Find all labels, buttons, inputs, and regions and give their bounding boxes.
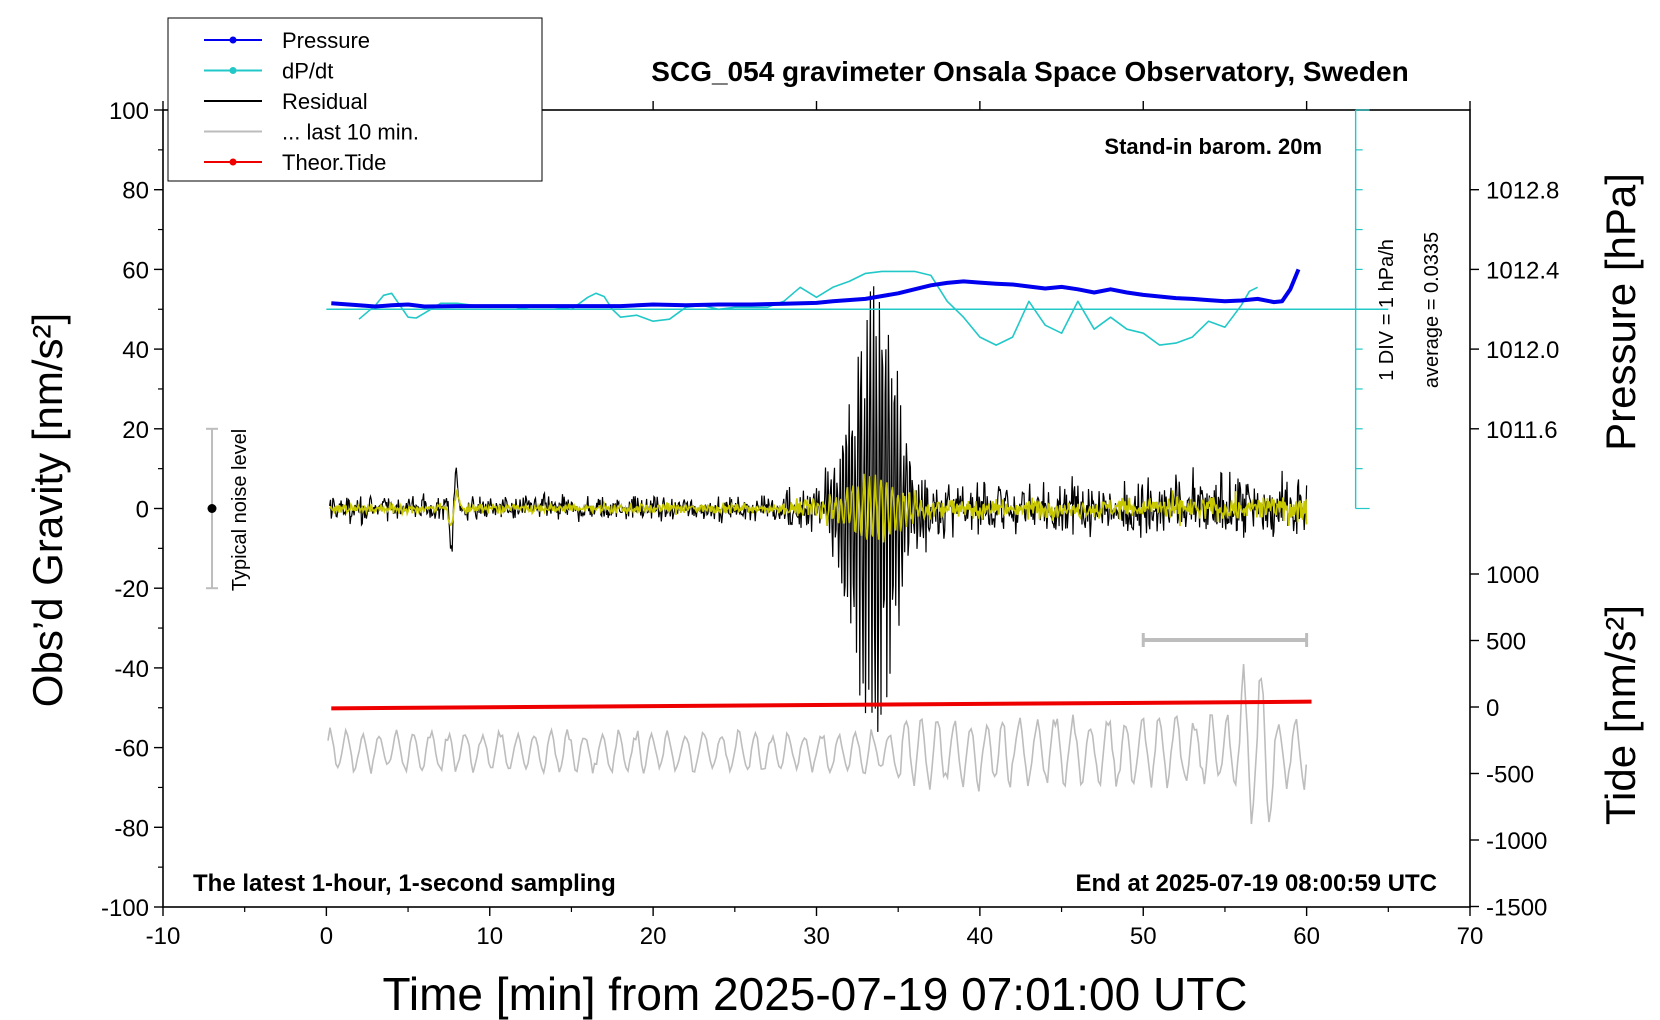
legend-marker — [229, 36, 237, 44]
legend-label: Pressure — [282, 28, 370, 53]
legend-marker — [229, 158, 237, 166]
x-tick-label: 40 — [967, 923, 994, 950]
x-tick-label: 20 — [640, 923, 667, 950]
y-axis-label-gravity: Obs’d Gravity [nm/s²] — [24, 313, 71, 707]
tide-tick-label: -500 — [1486, 762, 1534, 789]
y-tick-label: -80 — [114, 815, 149, 842]
y-tick-label: -100 — [101, 895, 149, 922]
y-axis-label-pressure: Pressure [hPa] — [1597, 173, 1644, 451]
y-tick-label: -60 — [114, 736, 149, 763]
axis-tick-labels: -10 0 10 20 30 40 50 60 70100806040200-20-40-60-… — [101, 98, 1559, 950]
annotation-div: 1 DIV = 1 hPa/h — [1376, 239, 1398, 381]
annotation-noise: Typical noise level — [229, 429, 251, 591]
legend-label: dP/dt — [282, 59, 333, 84]
pressure-tick-label: 1012.8 — [1486, 178, 1559, 205]
x-axis-label: Time [min] from 2025-07-19 07:01:00 UTC — [383, 968, 1248, 1020]
tide-tick-label: 0 — [1486, 695, 1499, 722]
pressure-tick-label: 1012.4 — [1486, 257, 1559, 284]
x-tick-label: 60 — [1293, 923, 1320, 950]
x-tick-label: 0 — [320, 923, 333, 950]
x-tick-label: 30 — [803, 923, 830, 950]
data-series — [327, 268, 1312, 825]
x-tick-label: 70 — [1457, 923, 1484, 950]
tide-tick-label: 1000 — [1486, 562, 1539, 589]
legend-label: Residual — [282, 89, 368, 114]
y-axis-label-tide: Tide [nm/s²] — [1597, 605, 1644, 825]
series-pressure — [331, 268, 1301, 309]
y-tick-label: 20 — [122, 417, 149, 444]
annotation-stand-in: Stand-in barom. 20m — [1104, 134, 1322, 159]
tide-tick-label: -1500 — [1486, 895, 1547, 922]
y-tick-label: 80 — [122, 178, 149, 205]
legend: Pressure dP/dt Residual ... last 10 min. The… — [167, 17, 543, 182]
y-tick-label: -40 — [114, 656, 149, 683]
legend-label: Theor.Tide — [282, 150, 386, 175]
x-tick-label: -10 — [146, 923, 181, 950]
series-last-10-min — [327, 664, 1308, 825]
legend-box — [167, 17, 543, 182]
pressure-tick-label: 1011.6 — [1486, 417, 1558, 444]
chart-extras — [206, 109, 1389, 648]
chart-title: SCG_054 gravimeter Onsala Space Observat… — [651, 56, 1408, 87]
series-theor-tide — [331, 699, 1312, 711]
series-dpdt — [358, 270, 1258, 346]
annotation-average: average = 0.0335 — [1421, 232, 1443, 388]
x-tick-label: 10 — [476, 923, 503, 950]
tide-tick-label: 500 — [1486, 629, 1526, 656]
tide-tick-label: -1000 — [1486, 828, 1547, 855]
annotation-end-at: End at 2025-07-19 08:00:59 UTC — [1076, 870, 1438, 897]
annotation-latest: The latest 1-hour, 1-second sampling — [193, 870, 616, 897]
y-tick-label: 60 — [122, 257, 149, 284]
x-tick-label: 50 — [1130, 923, 1157, 950]
series-residual-filtered — [328, 473, 1308, 543]
legend-label: ... last 10 min. — [282, 120, 419, 145]
pressure-tick-label: 1012.0 — [1486, 337, 1559, 364]
legend-marker — [229, 67, 237, 74]
noise-bar-center — [207, 504, 217, 513]
y-tick-label: 40 — [122, 337, 149, 364]
y-tick-label: 0 — [136, 497, 149, 524]
y-tick-label: 100 — [109, 98, 149, 125]
y-tick-label: -20 — [114, 576, 149, 603]
